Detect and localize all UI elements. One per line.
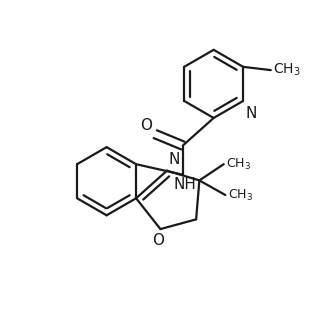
Text: O: O [140, 117, 152, 133]
Text: CH$_3$: CH$_3$ [273, 62, 301, 78]
Text: N: N [246, 106, 257, 121]
Text: O: O [152, 233, 164, 248]
Text: NH: NH [173, 177, 196, 192]
Text: N: N [169, 152, 180, 167]
Text: CH$_3$: CH$_3$ [228, 187, 253, 203]
Text: CH$_3$: CH$_3$ [226, 157, 251, 172]
